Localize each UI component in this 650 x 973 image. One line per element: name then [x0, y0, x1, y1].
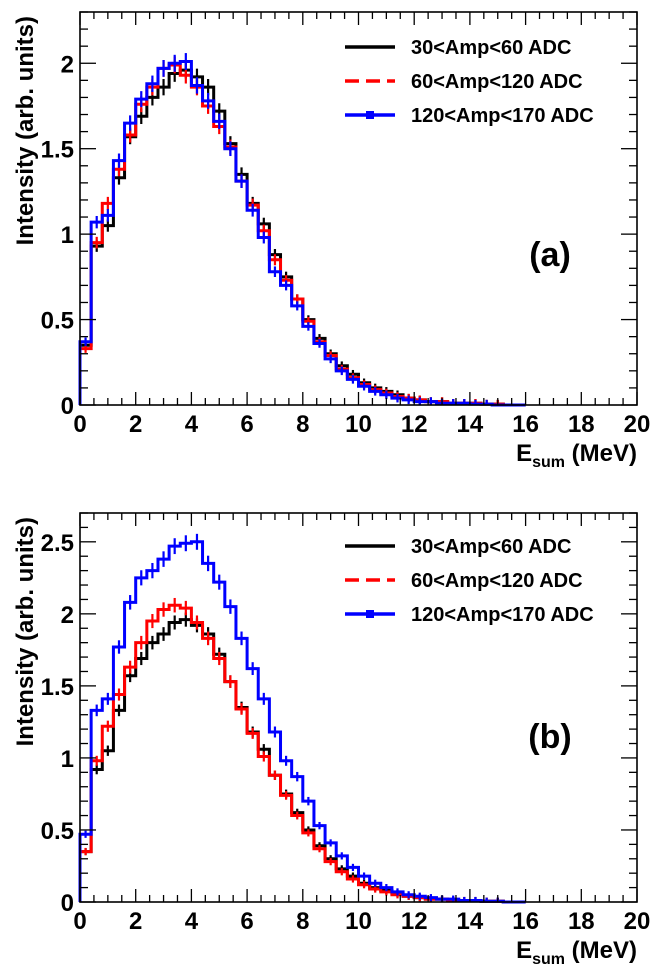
legend-label: 30<Amp<60 ADC [411, 536, 571, 558]
legend-label: 30<Amp<60 ADC [411, 37, 571, 59]
y-tick-label: 0.5 [41, 818, 74, 845]
x-tick-label: 4 [185, 411, 199, 438]
x-tick-label: 16 [512, 411, 539, 438]
x-tick-label: 8 [296, 908, 309, 935]
y-tick-label: 0 [61, 890, 74, 917]
panel-label: (a) [529, 236, 571, 274]
x-tick-label: 16 [512, 908, 539, 935]
series-line [78, 618, 526, 904]
x-tick-label: 0 [73, 908, 86, 935]
y-tick-label: 0 [61, 393, 74, 420]
y-tick-label: 1 [61, 222, 74, 249]
y-tick-label: 1.5 [41, 674, 74, 701]
x-tick-label: 6 [240, 411, 253, 438]
chart-panel-a: 0 2 4 6 8 10 12 14 16 18 20 0 0.5 1 1.5 2 Intensity (arb… [0, 0, 650, 484]
x-tick-label: 4 [185, 908, 199, 935]
y-tick-label: 2 [61, 51, 74, 78]
series-3 [78, 53, 526, 407]
legend-label: 60<Amp<120 ADC [411, 570, 583, 592]
panel-label: (b) [528, 718, 571, 756]
x-tick-label: 20 [624, 908, 650, 935]
x-tick-label: 2 [129, 411, 142, 438]
legend-label: 120<Amp<170 ADC [411, 105, 594, 127]
series-line [78, 60, 526, 407]
legend-label: 120<Amp<170 ADC [411, 604, 594, 626]
legend-label: 60<Amp<120 ADC [411, 71, 583, 93]
legend: 30<Amp<60 ADC 60<Amp<120 ADC 120<Amp<170 A… [345, 37, 594, 127]
legend: 30<Amp<60 ADC 60<Amp<120 ADC 120<Amp<170 A… [345, 536, 594, 626]
x-axis-title: Esum (MeV) [516, 440, 637, 471]
y-axis-title: Intensity (arb. units) [12, 517, 39, 746]
y-axis-title: Intensity (arb. units) [12, 16, 39, 245]
y-tick-label: 1 [61, 746, 74, 773]
y-tick-label: 2 [61, 602, 74, 629]
x-tick-label: 12 [401, 411, 428, 438]
x-tick-label: 12 [401, 908, 428, 935]
x-tick-label: 18 [568, 411, 595, 438]
x-tick-label: 14 [457, 411, 484, 438]
x-tick-label: 0 [73, 411, 86, 438]
x-tick-label: 2 [129, 908, 142, 935]
y-tick-label: 1.5 [41, 137, 74, 164]
x-tick-label: 6 [240, 908, 253, 935]
series-1 [78, 612, 526, 904]
series-line [78, 540, 526, 904]
x-tick-label: 18 [568, 908, 595, 935]
x-tick-label: 10 [345, 908, 372, 935]
series-2 [78, 597, 526, 904]
chart-panel-b: 0 2 4 6 8 10 12 14 16 18 20 0 0.5 1 1.5 2 2.5 Intensity (… [0, 484, 650, 968]
x-tick-label: 20 [624, 411, 650, 438]
y-tick-label: 2.5 [41, 530, 74, 557]
x-axis-title: Esum (MeV) [516, 937, 637, 968]
legend-marker [366, 610, 374, 618]
chart-a-svg: 0 2 4 6 8 10 12 14 16 18 20 0 0.5 1 1.5 2 Intensity (arb… [12, 11, 650, 471]
x-tick-label: 10 [345, 411, 372, 438]
x-tick-label: 14 [457, 908, 484, 935]
y-tick-label: 0.5 [41, 308, 74, 335]
x-tick-label: 8 [296, 411, 309, 438]
legend-marker [366, 111, 374, 119]
